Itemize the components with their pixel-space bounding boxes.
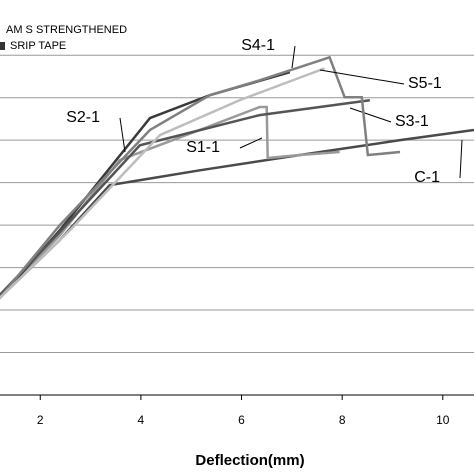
x-axis-label: Deflection(mm) <box>195 452 304 469</box>
series-label: S2-1 <box>66 109 100 126</box>
x-tick-label: 4 <box>138 413 145 427</box>
x-tick-label: 8 <box>339 413 346 427</box>
series-label: S1-1 <box>186 139 220 156</box>
x-tick-label: 2 <box>37 413 44 427</box>
series-line <box>0 55 401 299</box>
x-tick-label: 6 <box>238 413 245 427</box>
series-label: S5-1 <box>408 75 442 92</box>
annotation-arrow <box>459 139 463 179</box>
annotation-arrow <box>349 107 392 123</box>
annotation-arrow <box>291 45 296 69</box>
legend-line: AM S STRENGTHENED <box>6 24 127 36</box>
annotation-arrow <box>239 137 263 149</box>
series-line <box>0 67 325 300</box>
series-label: S4-1 <box>241 37 275 54</box>
x-tick-label: 10 <box>436 413 450 427</box>
series-line <box>0 98 371 297</box>
series-line <box>0 71 291 299</box>
annotation-arrow <box>119 117 126 153</box>
annotation-arrow <box>319 69 405 85</box>
series-label: C-1 <box>414 169 440 186</box>
legend-swatch <box>0 42 5 50</box>
legend-line: SRIP TAPE <box>10 40 66 52</box>
series-label: S3-1 <box>395 113 429 130</box>
series-line <box>0 105 340 300</box>
